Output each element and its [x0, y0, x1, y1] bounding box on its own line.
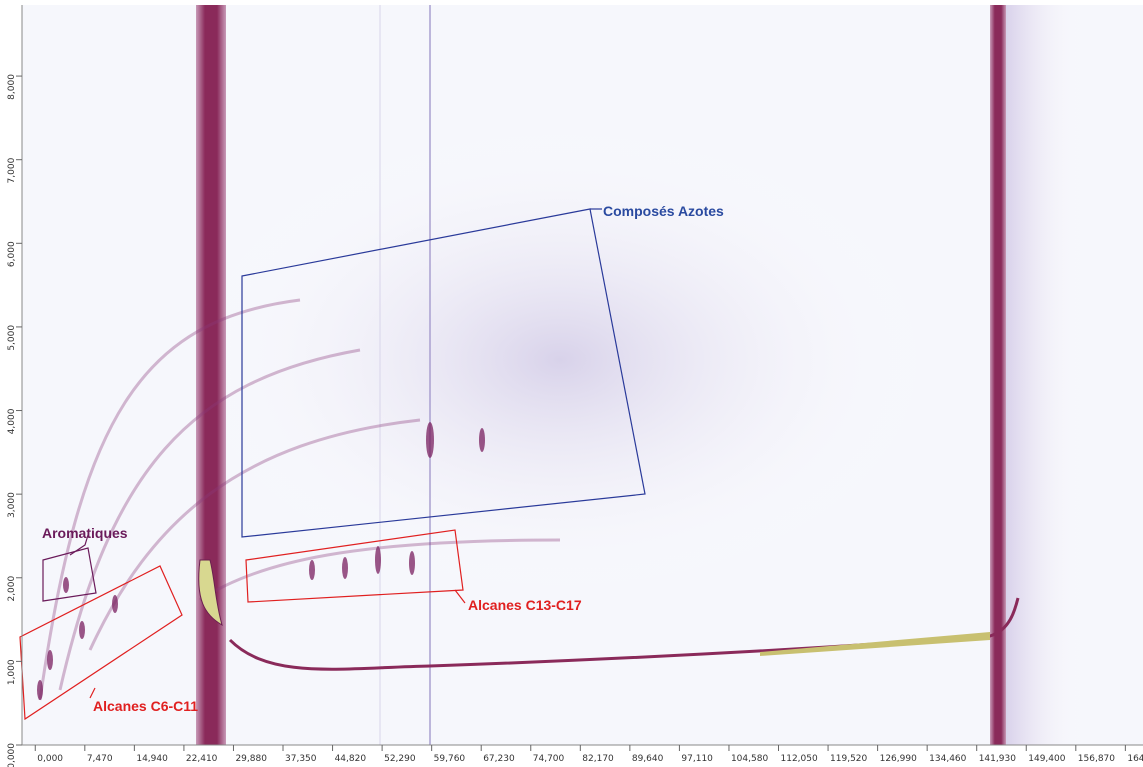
y-tick-label: 4,000 [7, 408, 17, 434]
x-tick-label: 52,290 [384, 754, 416, 764]
x-tick-label: 67,230 [483, 754, 515, 764]
y-tick-label: 0,000 [7, 743, 17, 767]
y-tick-label: 6,000 [7, 241, 17, 267]
x-tick-label: 126,990 [880, 754, 917, 764]
x-tick-label: 134,460 [929, 754, 966, 764]
x-tick-label: 74,700 [533, 754, 565, 764]
x-tick-label: 164,34 [1127, 754, 1143, 764]
x-tick-label: 7,470 [87, 754, 113, 764]
region-outlines [19, 208, 646, 721]
x-tick-label: 0,000 [37, 754, 63, 764]
x-tick-label: 149,400 [1028, 754, 1065, 764]
x-tick-label: 44,820 [335, 754, 367, 764]
annotation: Alcanes C6-C11 [93, 698, 198, 714]
annotation: Aromatiques [42, 525, 128, 541]
x-tick-label: 97,110 [681, 754, 713, 764]
x-tick-label: 141,930 [979, 754, 1016, 764]
x-tick-label: 119,520 [830, 754, 867, 764]
x-tick-label: 22,410 [186, 754, 218, 764]
y-tick-label: 7,000 [7, 157, 17, 183]
x-tick-label: 29,880 [235, 754, 267, 764]
ticks: 0,000 7,470 14,940 22,410 29,880 37,350 44,820… [7, 74, 1143, 767]
x-tick-label: 156,870 [1078, 754, 1115, 764]
y-tick-label: 3,000 [7, 492, 17, 518]
x-tick-label: 89,640 [632, 754, 664, 764]
y-tick-label: 1,000 [7, 659, 17, 685]
x-tick-label: 59,760 [434, 754, 466, 764]
y-tick-label: 5,000 [7, 325, 17, 351]
x-tick-label: 14,940 [136, 754, 168, 764]
annotation: Composés Azotes [603, 203, 724, 219]
x-tick-label: 104,580 [731, 754, 768, 764]
y-tick-label: 2,000 [7, 575, 17, 601]
plot-image [22, 5, 1143, 745]
x-tick-label: 37,350 [285, 754, 317, 764]
x-tick-label: 82,170 [582, 754, 614, 764]
y-tick-label: 8,000 [7, 74, 17, 100]
annotation: Alcanes C13-C17 [468, 597, 582, 613]
x-tick-label: 112,050 [781, 754, 818, 764]
